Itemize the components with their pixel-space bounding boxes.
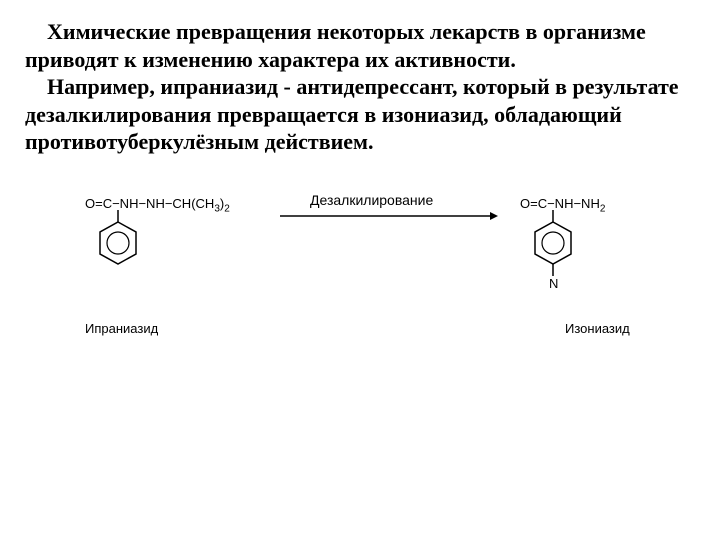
right-molecule-label: Изониазид [565, 321, 630, 336]
right-pyridine-ring [533, 210, 613, 315]
reaction-arrow [280, 208, 500, 224]
main-paragraph: Химические превращения некоторых лекарст… [25, 18, 695, 156]
reaction-label: Дезалкилирование [310, 192, 500, 208]
text-line1: Химические превращения некоторых лекарст… [25, 19, 646, 72]
left-molecule-label: Ипраниазид [85, 321, 158, 336]
text-line2a: Например, [47, 74, 160, 99]
right-nitrogen: N [549, 276, 558, 291]
reaction-diagram: O=C−NH−NH−CH(CH3)2 Дезалкилирование O=C−… [25, 196, 695, 436]
left-benzene-ring [98, 210, 178, 300]
drug1-name: ипраниазид [160, 74, 278, 99]
drug2-name: изониазид [382, 102, 483, 127]
